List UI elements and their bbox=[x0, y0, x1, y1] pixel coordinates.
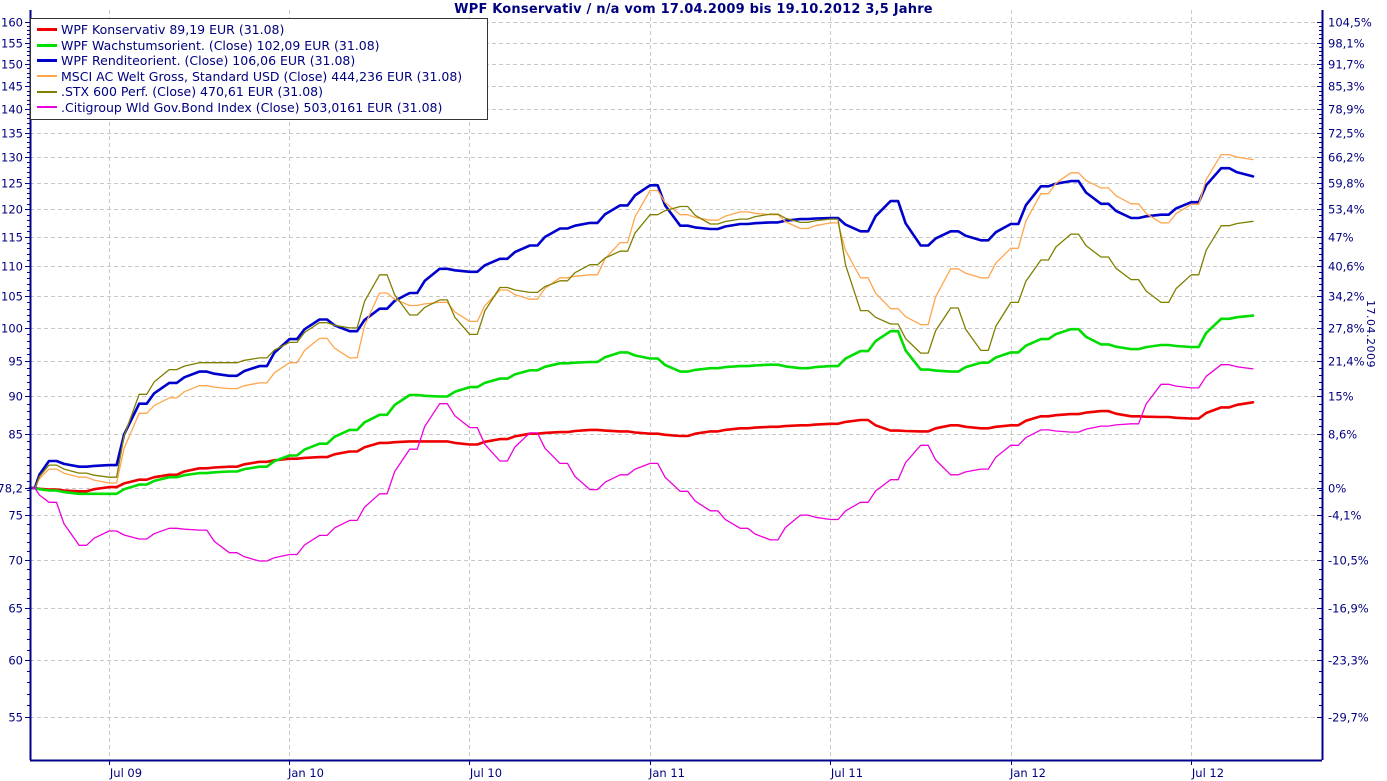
left-axis-price-label: 115 bbox=[1, 231, 23, 245]
legend-label: WPF Konservativ 89,19 EUR (31.08) bbox=[61, 22, 285, 38]
right-axis-percent-label: 85,3% bbox=[1328, 80, 1365, 94]
left-axis-price-label: 90 bbox=[8, 390, 23, 404]
legend-label: .STX 600 Perf. (Close) 470,61 EUR (31.08… bbox=[61, 84, 324, 100]
right-axis-percent-label: 21,4% bbox=[1328, 355, 1365, 369]
x-axis-label: Jul 10 bbox=[469, 766, 502, 780]
left-axis-price-label: 55 bbox=[8, 711, 23, 725]
legend-box: WPF Konservativ 89,19 EUR (31.08) WPF Wac… bbox=[30, 18, 488, 120]
left-axis-price-label: 70 bbox=[8, 554, 23, 568]
left-axis-price-label: 145 bbox=[1, 80, 23, 94]
right-axis-percent-label: 15% bbox=[1328, 390, 1354, 404]
start-date-rotated-label: 17.04.2009 bbox=[1364, 300, 1377, 368]
legend-label: WPF Wachstumsorient. (Close) 102,09 EUR … bbox=[61, 37, 380, 53]
right-axis-percent-label: -16,9% bbox=[1328, 602, 1369, 616]
legend-label: MSCI AC Welt Gross, Standard USD (Close)… bbox=[61, 68, 463, 84]
legend-label: WPF Renditeorient. (Close) 106,06 EUR (3… bbox=[61, 53, 356, 69]
right-axis-percent-label: -10,5% bbox=[1328, 554, 1369, 568]
left-axis-price-label: 75 bbox=[8, 509, 23, 523]
left-axis-price-label: 105 bbox=[1, 290, 23, 304]
x-axis-label: Jul 09 bbox=[109, 766, 142, 780]
x-axis-label: Jan 10 bbox=[287, 766, 324, 780]
right-axis-percent-label: 8,6% bbox=[1328, 428, 1357, 442]
legend-swatch-icon bbox=[37, 75, 57, 78]
left-axis-price-label: 95 bbox=[8, 355, 23, 369]
left-axis-price-label: 155 bbox=[1, 37, 23, 51]
right-axis-percent-label: 40,6% bbox=[1328, 260, 1365, 274]
right-axis-percent-label: 72,5% bbox=[1328, 127, 1365, 141]
right-axis-percent-label: 98,1% bbox=[1328, 37, 1365, 51]
legend-item-2: WPF Renditeorient. (Close) 106,06 EUR (3… bbox=[37, 53, 481, 69]
x-axis-label: Jan 11 bbox=[648, 766, 685, 780]
x-axis-label: Jul 11 bbox=[830, 766, 863, 780]
legend-swatch-icon bbox=[37, 59, 57, 63]
right-axis-percent-label: 59,8% bbox=[1328, 177, 1365, 191]
right-axis-percent-label: 53,4% bbox=[1328, 203, 1365, 217]
right-axis-percent-label: -23,3% bbox=[1328, 654, 1369, 668]
left-axis-price-label: 110 bbox=[1, 260, 23, 274]
left-axis-price-label: 65 bbox=[8, 602, 23, 616]
legend-item-3: MSCI AC Welt Gross, Standard USD (Close)… bbox=[37, 69, 481, 85]
legend-swatch-icon bbox=[37, 106, 57, 109]
left-axis-price-label: 120 bbox=[1, 203, 23, 217]
left-axis-price-label: 100 bbox=[1, 322, 23, 336]
right-axis-percent-label: 78,9% bbox=[1328, 103, 1365, 117]
right-axis-percent-label: 34,2% bbox=[1328, 290, 1365, 304]
legend-item-4: .STX 600 Perf. (Close) 470,61 EUR (31.08… bbox=[37, 84, 481, 100]
left-axis-price-label: 85 bbox=[8, 428, 23, 442]
right-axis-percent-label: 27,8% bbox=[1328, 322, 1365, 336]
chart-title: WPF Konservativ / n/a vom 17.04.2009 bis… bbox=[454, 2, 933, 17]
left-axis-price-label: 140 bbox=[1, 103, 23, 117]
left-axis-price-label: 160 bbox=[1, 16, 23, 30]
series-line-2 bbox=[28, 166, 1255, 490]
series-line-1 bbox=[28, 314, 1255, 496]
left-axis-price-label: 125 bbox=[1, 177, 23, 191]
left-axis-price-label: 130 bbox=[1, 151, 23, 165]
right-axis-percent-label: 0% bbox=[1328, 482, 1346, 496]
x-axis-label: Jul 12 bbox=[1191, 766, 1224, 780]
right-axis-percent-label: 91,7% bbox=[1328, 58, 1365, 72]
legend-item-0: WPF Konservativ 89,19 EUR (31.08) bbox=[37, 22, 481, 38]
right-axis-percent-label: -29,7% bbox=[1328, 711, 1369, 725]
left-axis-price-label: 78,2 bbox=[0, 482, 23, 496]
legend-label: .Citigroup Wld Gov.Bond Index (Close) 50… bbox=[61, 99, 443, 115]
left-axis-price-label: 135 bbox=[1, 127, 23, 141]
legend-item-1: WPF Wachstumsorient. (Close) 102,09 EUR … bbox=[37, 38, 481, 54]
right-axis-percent-label: 66,2% bbox=[1328, 151, 1365, 165]
legend-swatch-icon bbox=[37, 90, 57, 93]
series-line-3 bbox=[29, 153, 1254, 489]
legend-swatch-icon bbox=[37, 43, 57, 47]
left-axis-price-label: 60 bbox=[8, 654, 23, 668]
right-axis-percent-label: 47% bbox=[1328, 231, 1354, 245]
series-line-5 bbox=[29, 364, 1254, 562]
legend-swatch-icon bbox=[37, 28, 57, 32]
right-axis-percent-label: -4,1% bbox=[1328, 509, 1361, 523]
x-axis-label: Jan 12 bbox=[1009, 766, 1046, 780]
series-line-0 bbox=[28, 401, 1255, 493]
right-axis-percent-label: 104,5% bbox=[1328, 16, 1372, 30]
series-line-4 bbox=[29, 205, 1254, 489]
left-axis-price-label: 150 bbox=[1, 58, 23, 72]
legend-item-5: .Citigroup Wld Gov.Bond Index (Close) 50… bbox=[37, 100, 481, 116]
